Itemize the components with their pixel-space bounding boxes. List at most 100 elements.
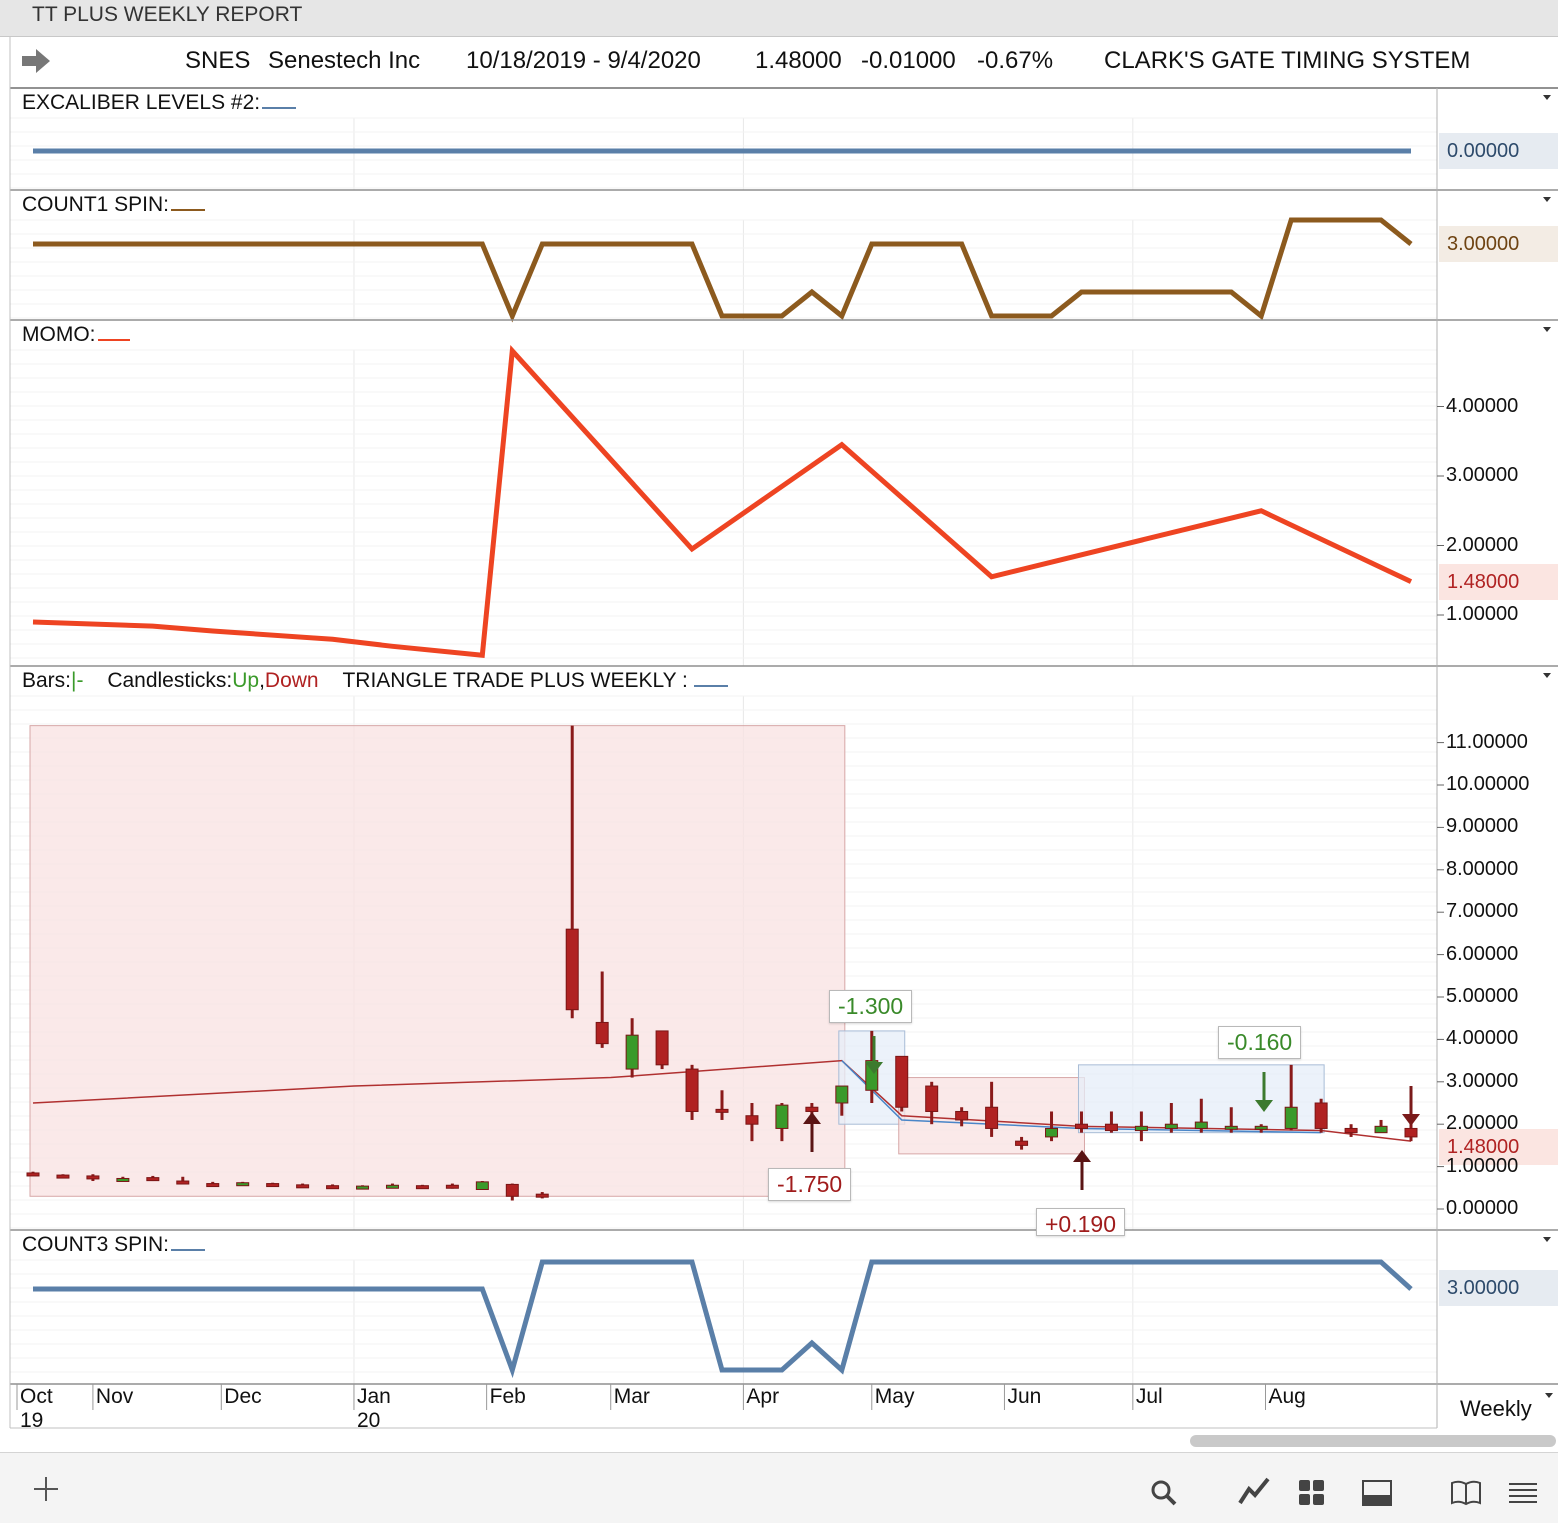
candle-body (176, 1180, 190, 1185)
annotation-label: +0.190 (1036, 1208, 1125, 1236)
axis-tick-label: 11.00000 (1446, 730, 1528, 753)
signal-arrow-head (1073, 1150, 1091, 1162)
panel-icon[interactable] (1362, 1479, 1392, 1507)
annotation-label: -0.160 (1218, 1026, 1302, 1059)
candle-body (296, 1184, 310, 1189)
candle-body (505, 1183, 519, 1197)
month-label: Dec (224, 1385, 262, 1408)
annotation-label: -1.300 (829, 990, 913, 1023)
candle-body (925, 1085, 939, 1112)
month-label: Feb (489, 1385, 526, 1408)
axis-tick-label: 1.00000 (1446, 1154, 1519, 1177)
candle-body (1284, 1106, 1298, 1129)
candle-body (955, 1110, 969, 1121)
month-label: Apr (746, 1385, 780, 1408)
month-label: Aug (1268, 1385, 1306, 1408)
annotation-label: -1.750 (768, 1168, 852, 1201)
quote-header: SNES Senestech Inc 10/18/2019 - 9/4/2020… (10, 37, 1558, 89)
axis-tick-label: 9.00000 (1446, 815, 1519, 838)
axis-tick-label: 3.00000 (1446, 1069, 1519, 1092)
triangle-box (1077, 1064, 1325, 1134)
count1-pane-title: COUNT1 SPIN: (22, 193, 206, 217)
series-line (33, 1259, 1413, 1379)
axis-tick-label: 8.00000 (1446, 857, 1519, 880)
momo-pane-title: MOMO: (22, 323, 130, 347)
candle-body (655, 1030, 669, 1066)
count3-pane-title: COUNT3 SPIN: (22, 1233, 206, 1257)
year-label: 20 (356, 1409, 381, 1432)
month-label: Jul (1135, 1385, 1163, 1408)
candle-body (985, 1106, 999, 1129)
chevron-down-icon (1543, 327, 1551, 332)
candle-body (805, 1106, 819, 1112)
pane-frames (9, 37, 1558, 1429)
chevron-down-icon (1543, 673, 1551, 678)
forward-arrow-icon[interactable] (22, 49, 50, 73)
signal-arrows (803, 1036, 1420, 1190)
candle-body (565, 928, 579, 1011)
candle-body (146, 1177, 160, 1182)
candle-body (445, 1184, 459, 1189)
axis-tick-label: 4.00000 (1446, 394, 1519, 417)
candle-body (266, 1183, 280, 1188)
window-title: TT PLUS WEEKLY REPORT (32, 3, 303, 26)
date-range: 10/18/2019 - 9/4/2020 (466, 47, 701, 74)
axis-tick-label: 6.00000 (1446, 942, 1519, 965)
candle-body (475, 1181, 489, 1190)
period-selector[interactable]: Weekly (1460, 1396, 1532, 1421)
search-icon[interactable] (1150, 1479, 1178, 1507)
candle-body (206, 1183, 220, 1188)
grid-layout-icon[interactable] (1298, 1479, 1326, 1507)
candle-body (1404, 1127, 1418, 1138)
candle-body (1164, 1123, 1178, 1129)
percent-change: -0.67% (977, 47, 1054, 74)
month-label: Jan (356, 1385, 391, 1408)
candle-body (116, 1177, 130, 1182)
candle-body (236, 1182, 250, 1187)
candle-body (26, 1172, 40, 1177)
menu-icon[interactable] (1508, 1481, 1538, 1505)
candle-body (1015, 1140, 1029, 1146)
series-line (32, 345, 1413, 659)
triangle-box (838, 1030, 906, 1125)
symbol: SNES (185, 47, 251, 74)
momo-value-tag: 1.48000 (1439, 564, 1558, 600)
indicator-lines (32, 148, 1413, 1379)
axis-tick-label: 5.00000 (1446, 985, 1519, 1007)
candle-body (625, 1034, 639, 1070)
month-label: Mar (613, 1385, 650, 1408)
chart-canvas[interactable] (0, 0, 1558, 1452)
candle-body (1194, 1121, 1208, 1129)
candle-body (1374, 1125, 1388, 1134)
month-label: Nov (95, 1385, 134, 1408)
candle-body (1045, 1127, 1059, 1138)
excaliber-pane-title: EXCALIBER LEVELS #2: (22, 91, 297, 115)
horizontal-scrollbar[interactable] (1190, 1435, 1556, 1447)
candle-body (535, 1193, 549, 1198)
add-icon[interactable] (32, 1475, 60, 1503)
candle-body (1224, 1125, 1238, 1130)
year-label: 19 (20, 1409, 44, 1432)
chevron-down-icon[interactable] (1544, 1392, 1554, 1400)
price-value-tag: 1.48000 (1439, 1129, 1558, 1165)
candle-body (865, 1060, 879, 1091)
excaliber-value-tag: 0.00000 (1439, 133, 1558, 169)
month-label: Oct (20, 1385, 53, 1408)
candle-body (745, 1115, 759, 1125)
last-price: 1.48000 (755, 47, 842, 74)
axis-tick-label: 1.00000 (1446, 603, 1519, 625)
candle-body (685, 1068, 699, 1112)
candle-body (1074, 1123, 1088, 1129)
candle-body (835, 1085, 849, 1104)
series-line (33, 217, 1413, 323)
moving-average-line (32, 1059, 1412, 1142)
candle-body (1344, 1127, 1358, 1134)
axis-tick-label: 2.00000 (1446, 1112, 1519, 1135)
book-icon[interactable] (1450, 1479, 1482, 1507)
axis-tick-label: 3.00000 (1446, 464, 1519, 486)
candle-body (1134, 1125, 1148, 1132)
candlesticks (26, 725, 1418, 1201)
chart-line-icon[interactable] (1238, 1475, 1270, 1507)
candle-body (56, 1174, 70, 1179)
window-title-bar: TT PLUS WEEKLY REPORT (0, 0, 1558, 37)
